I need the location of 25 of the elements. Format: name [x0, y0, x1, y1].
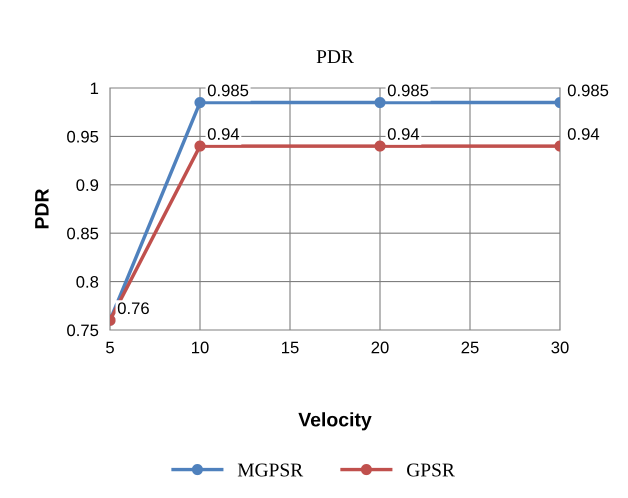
y-tick-label: 0.75 — [67, 324, 98, 336]
chart-title: PDR — [316, 50, 354, 64]
x-tick-label: 20 — [372, 342, 389, 354]
x-tick-label: 15 — [282, 342, 299, 354]
legend-label: GPSR — [407, 463, 455, 477]
x-tick-label: 10 — [192, 342, 209, 354]
data-label: 0.94 — [388, 128, 420, 140]
x-tick-label: 30 — [551, 342, 569, 354]
data-label: 0.94 — [568, 128, 600, 140]
y-axis-title: PDR — [35, 188, 49, 228]
y-tick-label: 0.85 — [67, 228, 98, 240]
y-tick-label: 0.95 — [67, 130, 98, 143]
y-tick-label: 0.8 — [76, 276, 98, 288]
x-tick-label: 25 — [462, 342, 479, 354]
data-label: 0.985 — [208, 84, 248, 96]
x-tick-label: 5 — [106, 342, 114, 354]
point — [374, 96, 386, 108]
data-label: 0.94 — [208, 128, 240, 140]
data-label: 0.985 — [568, 84, 608, 96]
data-label: 0.985 — [388, 84, 428, 96]
y-tick-label: 1 — [90, 82, 98, 94]
data-label: 0.76 — [118, 302, 149, 314]
x-axis-title: Velocity — [298, 412, 372, 430]
legend-label: MGPSR — [238, 463, 304, 477]
y-tick-label: 0.9 — [76, 179, 98, 192]
